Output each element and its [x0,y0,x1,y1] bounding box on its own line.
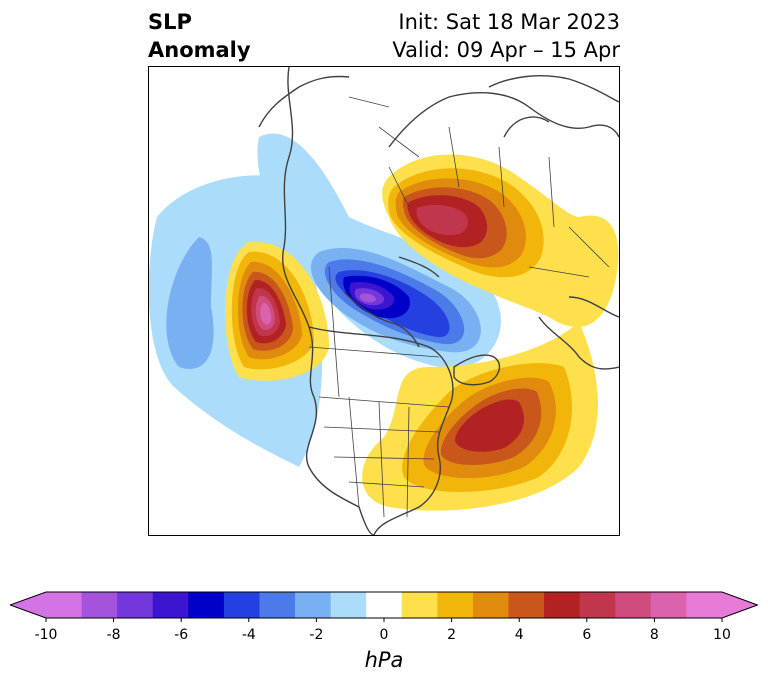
colorbar-segment [615,592,652,618]
colorbar-segment [472,592,510,618]
western-canada-high-anomaly [225,241,329,381]
colorbar-segment [650,592,687,618]
map-panel [148,66,620,536]
colorbar-segment [188,592,225,618]
colorbar-extend-max [722,592,758,618]
colorbar-svg [8,591,759,622]
colorbar-tick-label: -4 [241,627,256,643]
init-date: Init: Sat 18 Mar 2023 [398,10,620,34]
colorbar-segment [437,592,474,618]
borders [308,96,610,518]
colorbar-segment [401,592,438,618]
map-title: SLP Anomaly [148,8,251,64]
map-subtitle: Init: Sat 18 Mar 2023 Valid: 09 Apr – 15… [392,8,620,64]
colorbar-segment [330,592,367,618]
title-line-1: SLP [148,10,192,34]
colorbar-segment [259,592,296,618]
colorbar-tick-label: -2 [309,627,324,643]
coastlines [258,67,619,535]
north-atlantic-high-anomaly [362,322,598,511]
colorbar-tick-label: 6 [582,627,592,643]
map-svg [149,67,619,535]
colorbar-tick-label: 8 [649,627,659,643]
colorbar-units: hPa [364,648,404,672]
valid-range: Valid: 09 Apr – 15 Apr [392,38,620,62]
colorbar-segment [46,592,83,618]
colorbar-tick-label: 4 [514,627,524,643]
colorbar-ticks: -10 -8 -6 -4 -2 0 2 4 6 8 10 [0,627,768,647]
colorbar-segment [686,592,723,618]
colorbar-segment [152,592,189,618]
colorbar-tick-label: 10 [713,627,731,643]
colorbar-tick-label: -6 [174,627,189,643]
eurasia-high-anomaly [382,154,619,327]
colorbar-extend-min [10,592,46,618]
colorbar-tick-label: 0 [379,627,389,643]
colorbar-segment [223,592,260,618]
title-line-2: Anomaly [148,38,251,62]
colorbar-segment [508,592,545,618]
colorbar-tick-label: 2 [447,627,457,643]
colorbar-tick-label: -8 [106,627,121,643]
arctic-low-anomaly [257,133,501,369]
colorbar-tick-label: -10 [34,627,58,643]
colorbar-segment [579,592,616,618]
colorbar-segment [295,592,332,618]
colorbar [8,590,759,628]
colorbar-segment [366,592,403,618]
colorbar-segment [81,592,118,618]
colorbar-segment [544,592,581,618]
colorbar-segment [117,592,154,618]
